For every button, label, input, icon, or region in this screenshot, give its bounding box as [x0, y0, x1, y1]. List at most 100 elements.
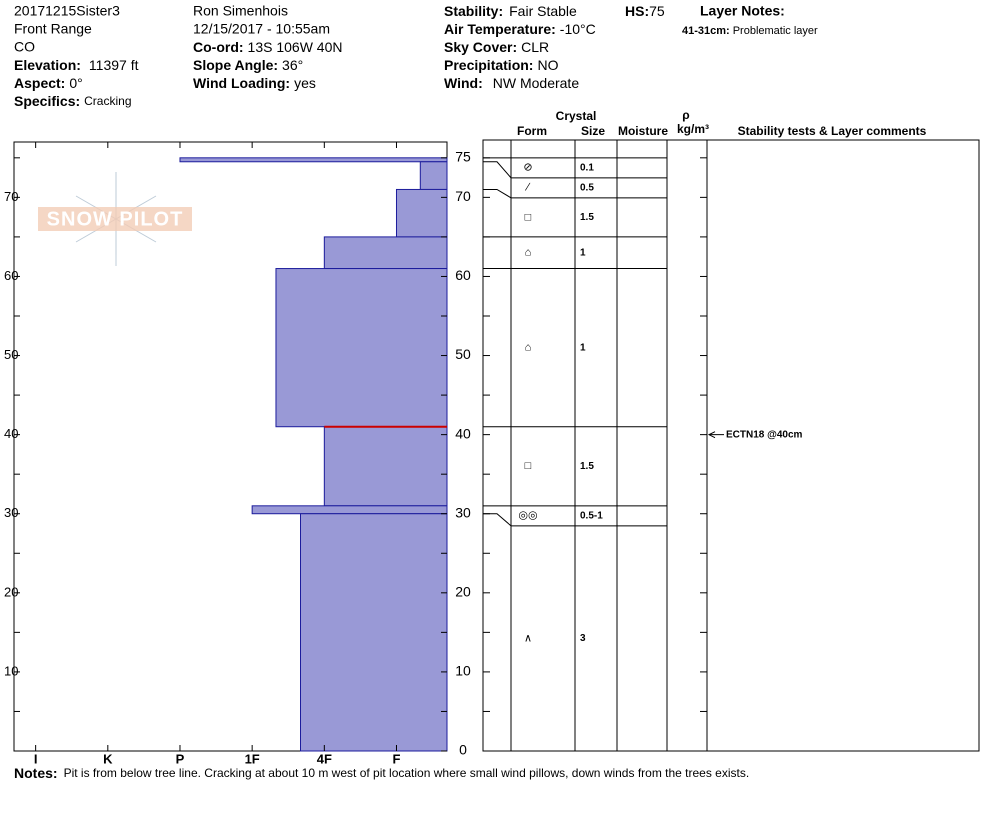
header-density: kg/m³ [677, 122, 709, 136]
x-tick-label: P [176, 751, 185, 766]
wind: Wind: NW Moderate [444, 75, 579, 91]
value: -10°C [560, 21, 596, 37]
value: Fair Stable [509, 3, 577, 19]
wind-loading: Wind Loading: yes [193, 75, 316, 91]
crystal-form: ∕ [524, 182, 531, 194]
pit-name: 20171215Sister3 [14, 3, 120, 19]
hardness-bar [275, 268, 448, 428]
layer-notes-title: Layer Notes: [700, 3, 785, 19]
crystal-form: ⊘ [523, 162, 532, 174]
layer-boundary [483, 513, 667, 527]
label: Co-ord: [193, 39, 244, 55]
crystal-size: 1.5 [580, 212, 594, 223]
value: 75 [649, 3, 665, 19]
label: Aspect: [14, 75, 65, 91]
range: 41-31cm: [682, 25, 730, 37]
crystal-size: 1.5 [580, 461, 594, 472]
observer: Ron Simenhois [193, 3, 288, 19]
crystal-form: ⌂ [525, 342, 532, 354]
value: 11397 ft [89, 57, 139, 73]
hardness-bar [419, 161, 448, 190]
specifics: Specifics: Cracking [14, 93, 132, 109]
y-tick-label: 70 [4, 189, 18, 204]
crystal-form: ◎◎ [518, 510, 537, 522]
x-tick-label: I [34, 751, 38, 766]
crystal-size: 3 [580, 633, 586, 644]
label: Air Temperature: [444, 21, 556, 37]
x-tick-label: 1F [245, 751, 260, 766]
value: NW Moderate [493, 75, 580, 91]
y-tick-label: 75 [455, 149, 471, 165]
x-tick-label: F [393, 751, 401, 766]
header-form: Form [517, 124, 547, 138]
crystal-form: □ [525, 460, 532, 472]
label: Specifics: [14, 93, 80, 109]
stability: Stability: Fair Stable [444, 3, 577, 19]
crystal-size: 0.5 [580, 182, 594, 193]
logo: SNOW PILOT [38, 172, 192, 266]
y-tick-label: 70 [455, 188, 471, 204]
air-temperature: Air Temperature: -10°C [444, 21, 596, 37]
label: Wind Loading: [193, 75, 290, 91]
y-tick-label: 60 [455, 267, 471, 283]
value: 36° [282, 57, 303, 73]
test-label: ECTN18 @40cm [726, 429, 803, 440]
x-tick-label: K [103, 751, 113, 766]
label: Notes: [14, 765, 58, 781]
y-tick-label: 40 [455, 425, 471, 441]
y-tick-label: 30 [455, 504, 471, 520]
crystal-form: ∧ [524, 632, 532, 644]
hardness-bar [323, 236, 448, 270]
hs: HS:75 [625, 3, 665, 19]
hardness-bar [323, 426, 448, 507]
layer-table-frame [482, 139, 980, 752]
header-rho: ρ [682, 108, 689, 122]
x-tick-label: 4F [317, 751, 332, 766]
crystal-form: ⌂ [525, 247, 532, 259]
hardness-bar [179, 157, 448, 163]
crystal-size: 1 [580, 247, 586, 258]
value: yes [294, 75, 316, 91]
logo-text: SNOW PILOT [47, 208, 184, 230]
label: Slope Angle: [193, 57, 278, 73]
label: Sky Cover: [444, 39, 517, 55]
label: HS: [625, 3, 649, 19]
label: Stability: [444, 3, 503, 19]
label: Precipitation: [444, 57, 533, 73]
text: Problematic layer [733, 25, 818, 37]
hardness-bar [300, 513, 448, 752]
coord: Co-ord: 13S 106W 40N [193, 39, 343, 55]
layer-boundary [483, 161, 667, 179]
value: Cracking [84, 94, 131, 108]
text: Pit is from below tree line. Cracking at… [64, 766, 750, 780]
y-tick-label: 10 [455, 663, 471, 679]
y-tick-label: 60 [4, 268, 18, 283]
precipitation: Precipitation: NO [444, 57, 559, 73]
header-size: Size [581, 124, 605, 138]
crystal-size: 0.1 [580, 162, 594, 173]
y-tick-label: 50 [4, 347, 18, 362]
y-tick-label: 20 [455, 584, 471, 600]
elevation: Elevation: 11397 ft [14, 57, 139, 73]
layer-note: 41-31cm: Problematic layer [682, 25, 818, 37]
y-tick-label: 50 [455, 346, 471, 362]
sky-cover: Sky Cover: CLR [444, 39, 549, 55]
range: Front Range [14, 21, 92, 37]
y-tick-label: 0 [459, 742, 467, 758]
arrow-head [707, 431, 716, 439]
datetime: 12/15/2017 - 10:55am [193, 21, 330, 37]
header-crystal: Crystal [556, 109, 597, 123]
slope-angle: Slope Angle: 36° [193, 57, 303, 73]
y-tick-label: 40 [4, 426, 18, 441]
crystal-size: 1 [580, 342, 586, 353]
value: 0° [69, 75, 82, 91]
y-tick-label: 30 [4, 505, 18, 520]
crystal-size: 0.5-1 [580, 510, 603, 521]
y-tick-label: 10 [4, 663, 18, 678]
notes: Notes: Pit is from below tree line. Crack… [14, 765, 749, 781]
header-moisture: Moisture [618, 124, 668, 138]
hardness-bar [251, 505, 448, 515]
hardness-bar [395, 188, 448, 238]
value: NO [537, 57, 558, 73]
